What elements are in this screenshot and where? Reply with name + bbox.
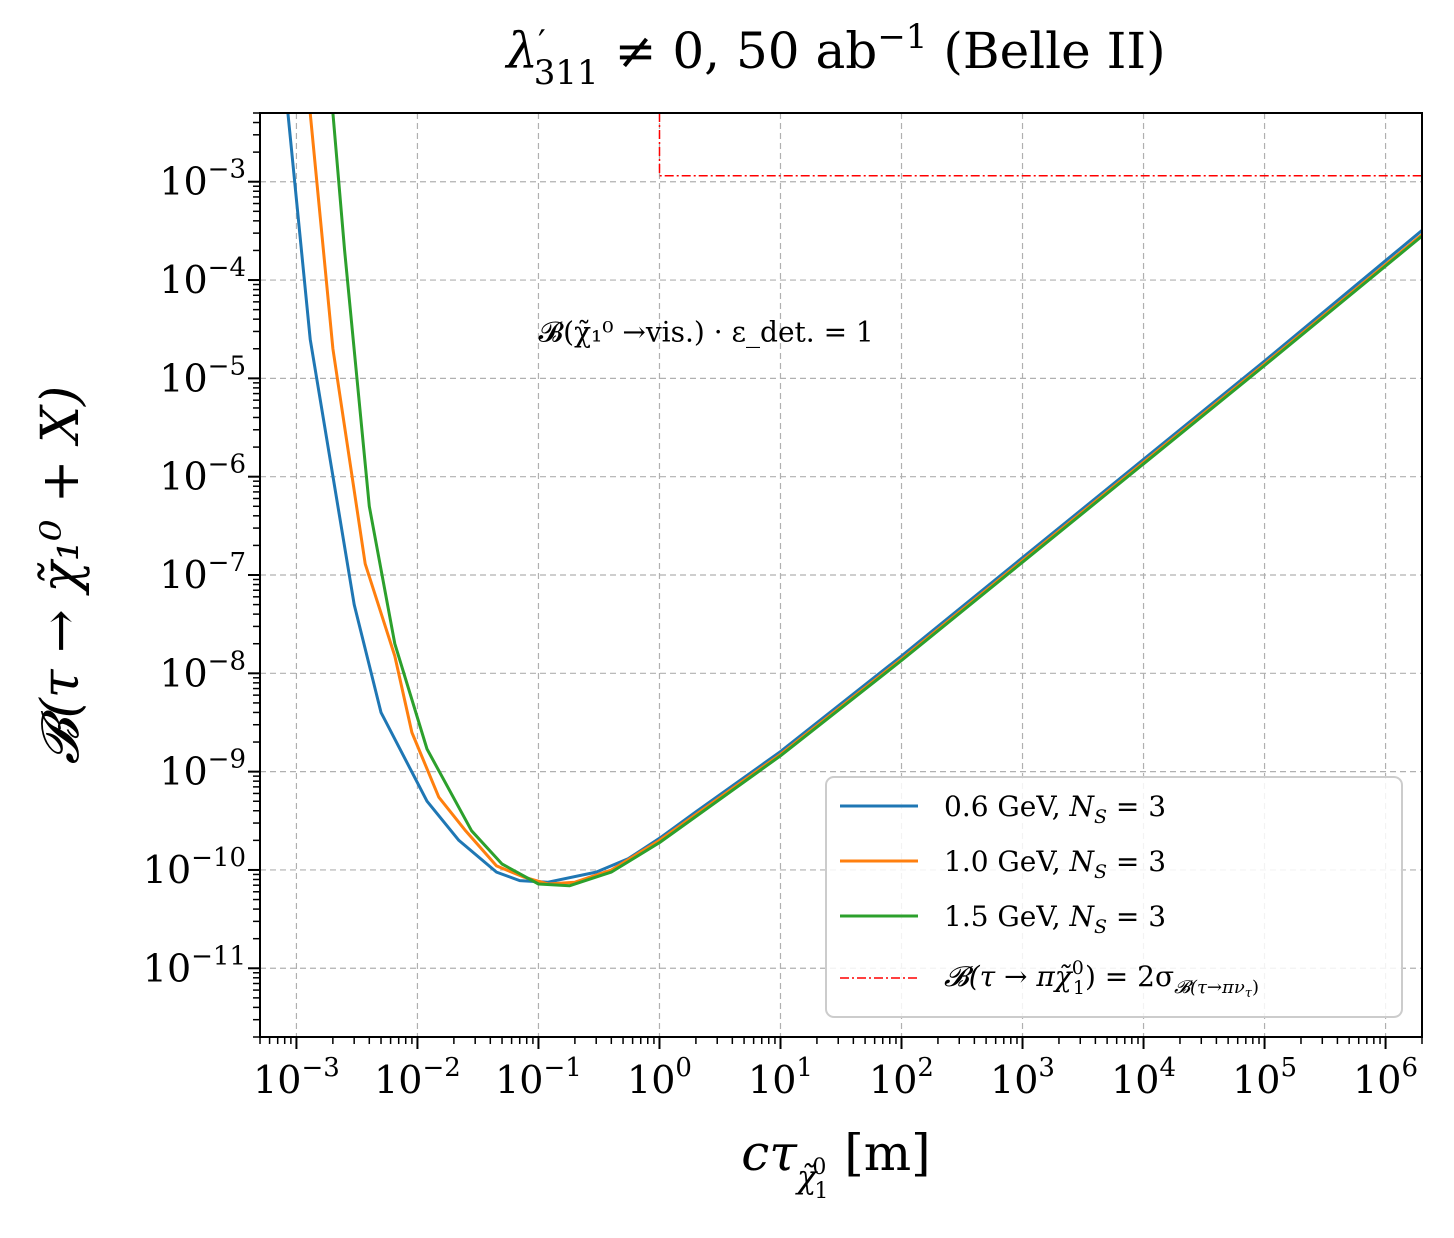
series-line-2 (331, 113, 1422, 888)
y-tick-label: 10−8 (159, 646, 246, 695)
x-tick-label: 104 (1111, 1053, 1176, 1102)
legend-label-0: 0.6 GeV, NS = 3 (944, 790, 1166, 828)
x-tick-label: 103 (990, 1053, 1055, 1102)
series-lines (286, 113, 1422, 888)
y-axis-label: 𝓑(τ → χ̃₁⁰ + X) (31, 386, 91, 765)
y-tick-label: 10−10 (143, 843, 246, 892)
chart-title: λ′ 311 ≠ 0, 50 ab−1 (Belle II) (504, 17, 1165, 93)
annotation: 𝓑(χ̃₁⁰ →vis.) · ε_det. = 1 (538, 315, 873, 348)
y-tick-label: 10−6 (159, 450, 246, 499)
y-tick-label: 10−9 (159, 745, 246, 794)
y-tick-label: 10−5 (159, 351, 246, 400)
x-tick-label: 10−3 (253, 1053, 340, 1102)
x-tick-label: 100 (627, 1053, 692, 1102)
x-tick-label: 10−1 (495, 1053, 582, 1102)
y-tick-label: 10−11 (143, 941, 246, 990)
x-tick-label: 101 (748, 1053, 813, 1102)
y-tick-label: 10−4 (159, 253, 246, 302)
legend-label-3: 𝓑(τ → πχ̃0 1) = 2σ𝓑(τ→πντ) (944, 957, 1259, 1001)
legend-frame (825, 776, 1403, 1018)
series-line-0 (286, 113, 1422, 884)
y-tick-label: 10−7 (159, 548, 246, 597)
axis-ticks (248, 112, 1423, 1049)
legend-label-1: 1.0 GeV, NS = 3 (944, 845, 1166, 883)
x-tick-label: 102 (869, 1053, 934, 1102)
x-tick-label: 106 (1353, 1053, 1418, 1102)
x-tick-label: 10−2 (374, 1053, 461, 1102)
y-tick-labels: 10−3 10−4 10−5 10−6 10−7 10−8 10−9 10−10 10−11 (143, 155, 246, 991)
series-line-3 (658, 113, 1422, 177)
legend: 0.6 GeV, NS = 3 1.0 GeV, NS = 3 1.5 GeV,… (825, 776, 1403, 1018)
legend-label-2: 1.5 GeV, NS = 3 (944, 900, 1166, 938)
x-tick-label: 105 (1232, 1053, 1297, 1102)
x-axis-label: cτχ̃0 1 [m] (741, 1124, 930, 1204)
x-tick-labels: 10−3 10−2 10−1 100 101 102 103 104 105 106 (253, 1053, 1418, 1102)
y-tick-label: 10−3 (159, 155, 246, 204)
